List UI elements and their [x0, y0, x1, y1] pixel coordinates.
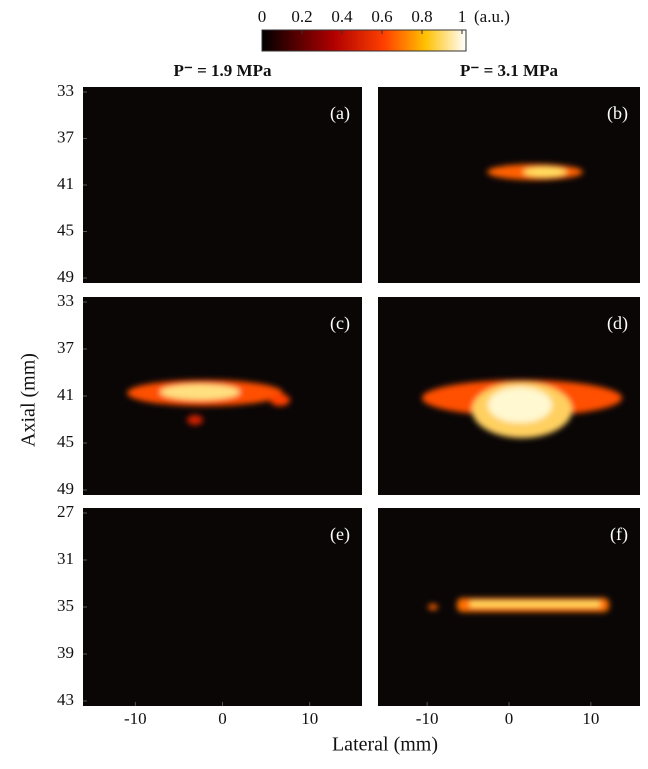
y-tick-label: 33 — [57, 81, 74, 100]
x-tick-label: 0 — [505, 709, 514, 728]
column-title: P⁻ = 3.1 MPa — [460, 61, 558, 80]
colorbar-tick-label: 0 — [258, 7, 267, 26]
panel-label: (f) — [610, 524, 628, 545]
colorbar — [261, 29, 467, 52]
y-tick-label: 37 — [57, 127, 75, 146]
panel-label: (c) — [330, 313, 350, 334]
y-tick-label: 27 — [57, 502, 75, 521]
colorbar-unit: (a.u.) — [474, 7, 510, 26]
x-tick-label: 10 — [301, 709, 318, 728]
x-tick-label: 10 — [582, 709, 599, 728]
y-tick-label: 33 — [57, 291, 74, 310]
image-panel — [83, 508, 362, 706]
panel-label: (d) — [607, 313, 628, 334]
y-tick-label: 41 — [57, 174, 74, 193]
y-tick-label: 43 — [57, 690, 74, 709]
image-panel — [378, 87, 640, 283]
y-tick-label: 35 — [57, 596, 74, 615]
y-tick-label: 41 — [57, 385, 74, 404]
y-tick-label: 39 — [57, 643, 74, 662]
colorbar-tick-label: 0.4 — [331, 7, 353, 26]
x-tick-label: 0 — [218, 709, 227, 728]
y-tick-label: 45 — [57, 432, 74, 451]
y-tick-label: 49 — [57, 479, 74, 498]
x-tick-label: -10 — [124, 709, 147, 728]
panel-label: (a) — [330, 103, 350, 124]
y-tick-label: 37 — [57, 338, 75, 357]
panel-label: (e) — [330, 524, 350, 545]
intensity-blobs — [127, 164, 622, 612]
colorbar-tick-label: 1 — [458, 7, 467, 26]
x-tick-label: -10 — [416, 709, 439, 728]
colorbar-tick-label: 0.6 — [371, 7, 392, 26]
y-tick-label: 31 — [57, 549, 74, 568]
colorbar-tick-label: 0.2 — [291, 7, 312, 26]
image-panel — [83, 87, 362, 283]
colorbar-tick-label: 0.8 — [411, 7, 432, 26]
x-axis-label: Lateral (mm) — [332, 734, 438, 756]
y-tick-label: 49 — [57, 267, 74, 286]
panel-label: (b) — [607, 103, 628, 124]
y-tick-label: 45 — [57, 220, 74, 239]
column-title: P⁻ = 1.9 MPa — [174, 61, 272, 80]
y-axis-label: Axial (mm) — [18, 353, 40, 447]
